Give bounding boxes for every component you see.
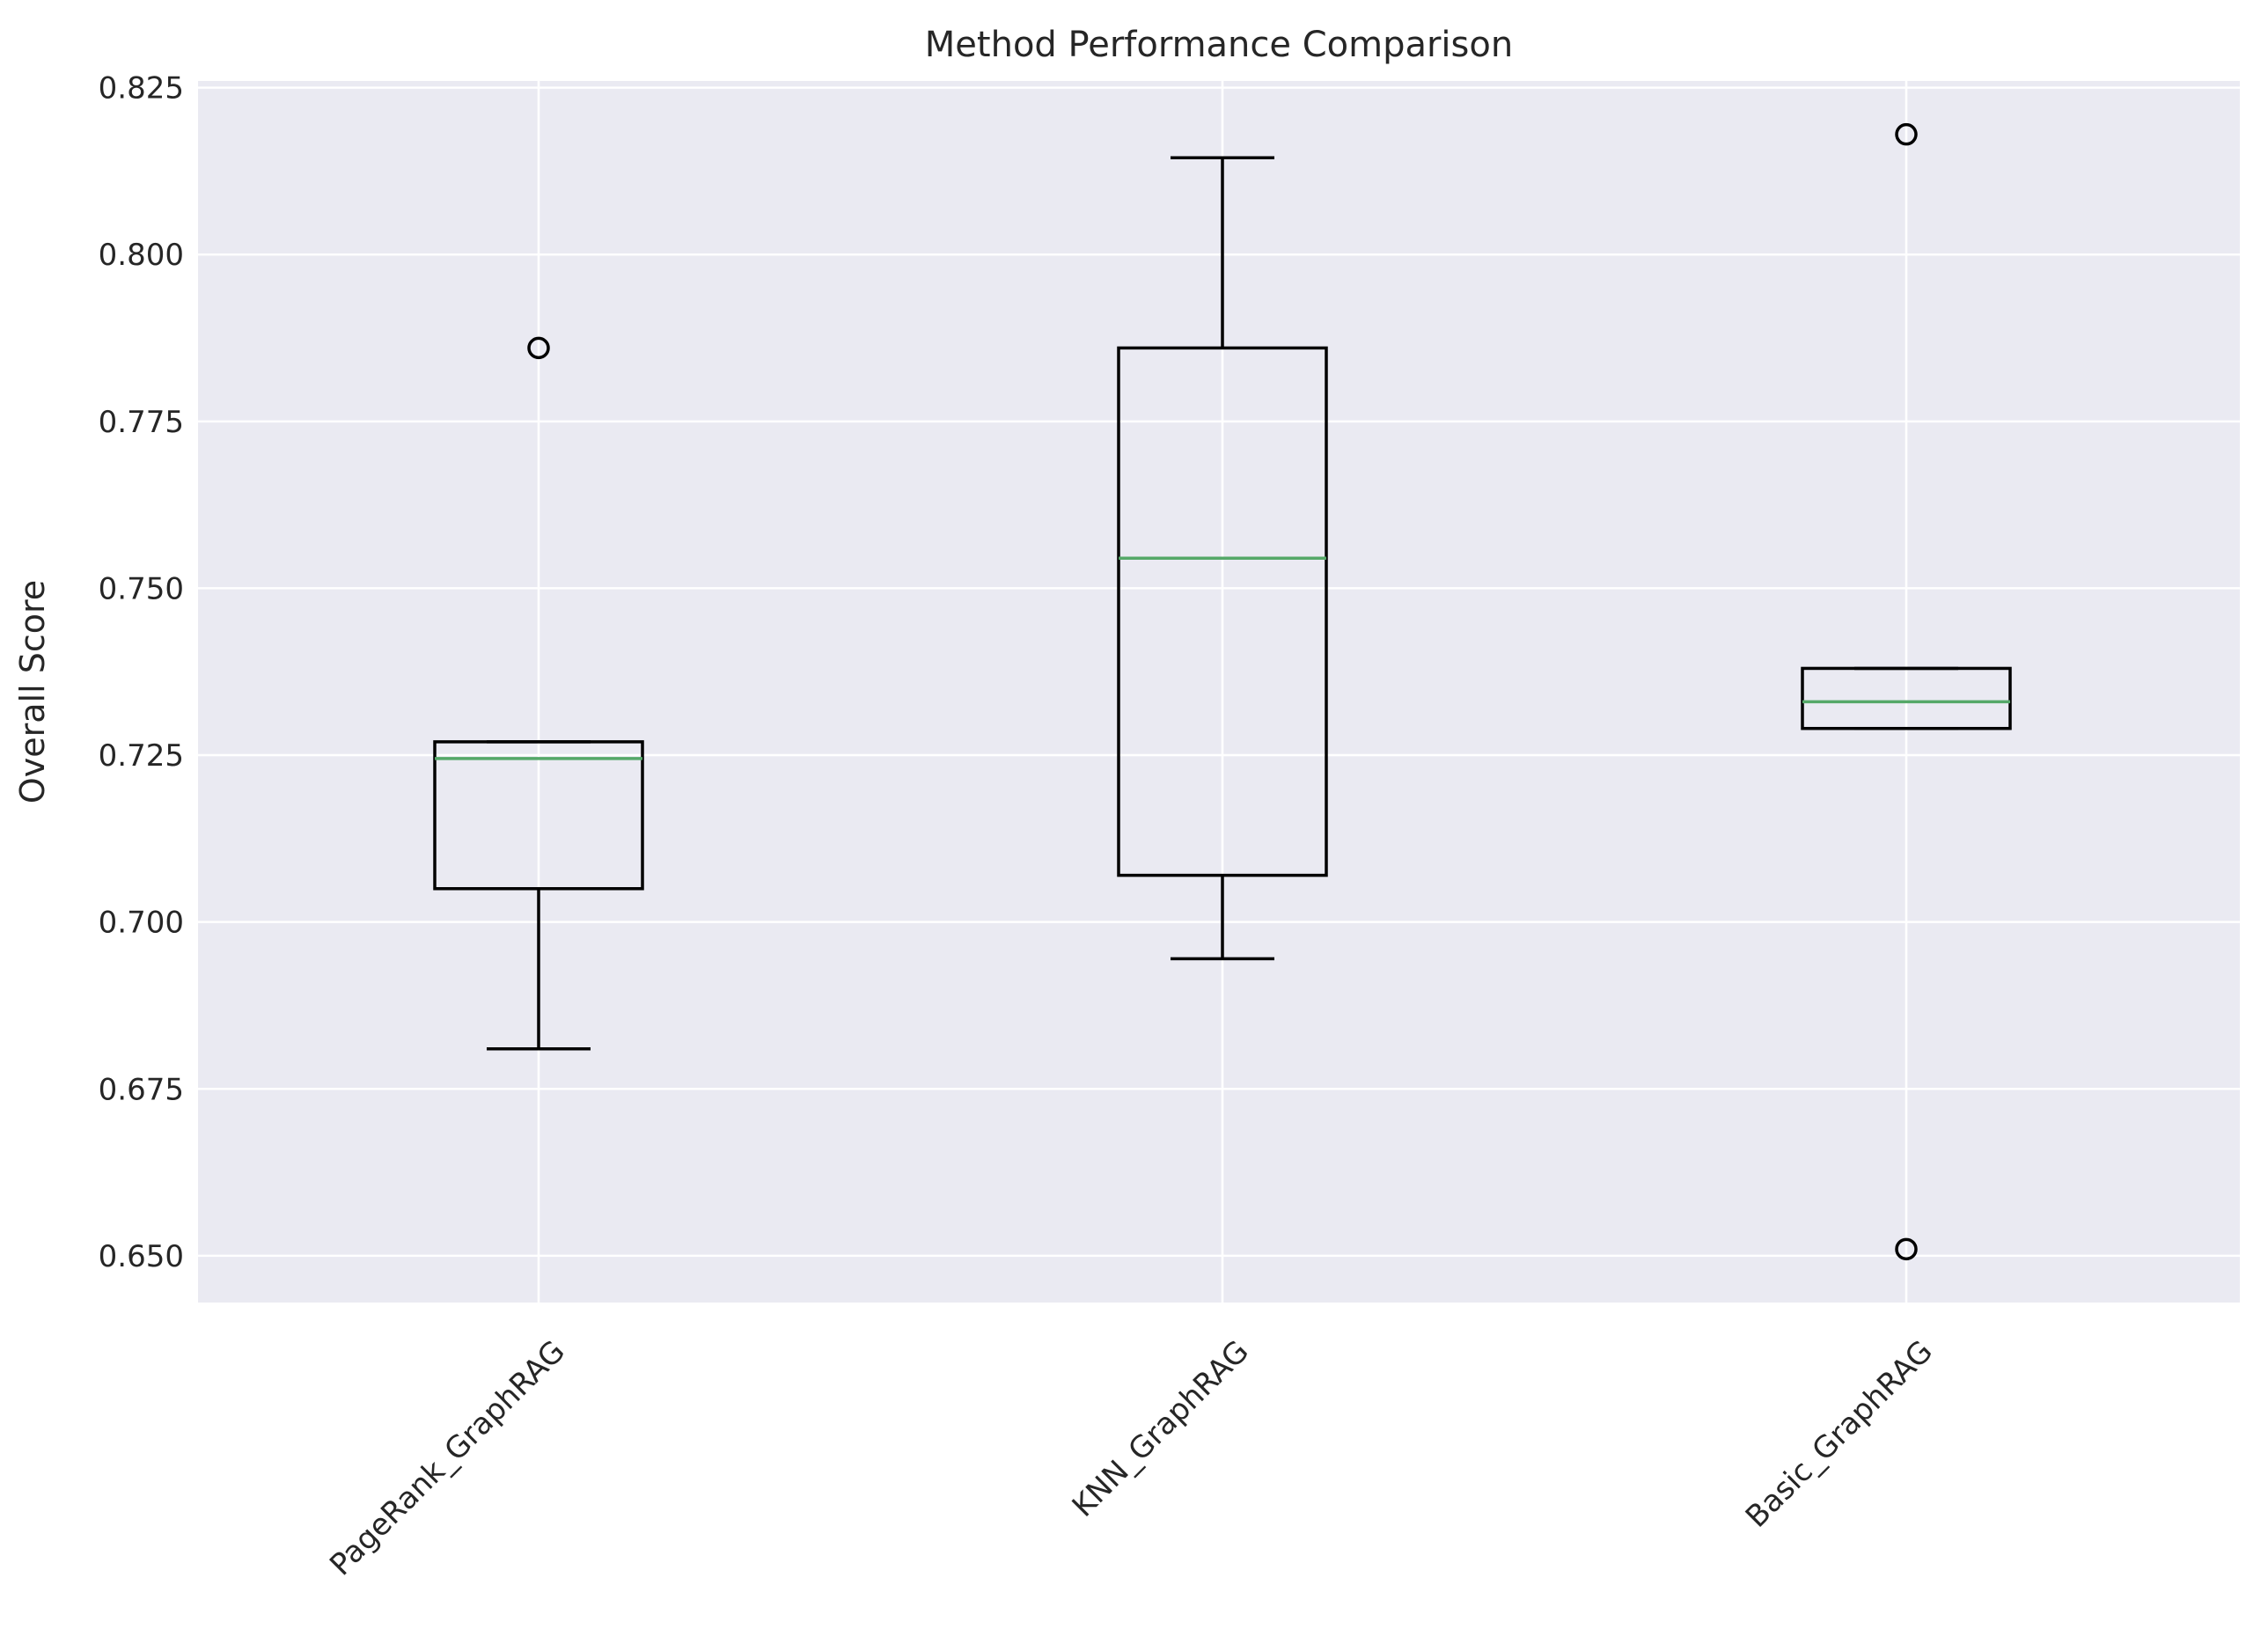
- box-PageRank_GraphRAG: [433, 336, 644, 1051]
- iqr-box: [1117, 346, 1328, 877]
- y-tick-label: 0.650: [99, 1239, 184, 1274]
- y-axis-label: Overall Score: [13, 580, 52, 804]
- y-tick-label: 0.725: [99, 738, 184, 774]
- y-tick-label: 0.700: [99, 906, 184, 941]
- y-tick-label: 0.825: [99, 71, 184, 106]
- outlier-point: [527, 336, 550, 360]
- box-Basic_GraphRAG: [1801, 122, 2012, 1261]
- x-tick-label: Basic_GraphRAG: [1739, 1334, 1940, 1535]
- chart-title: Method Performance Comparison: [925, 25, 1513, 65]
- boxes: [433, 122, 2012, 1261]
- outlier-point: [1895, 122, 1918, 146]
- y-axis-ticks: 0.650 0.675 0.700 0.725 0.750 0.775 0.800 0.825: [99, 71, 184, 1274]
- outlier-point: [1895, 1237, 1918, 1261]
- plot-area: [198, 81, 2240, 1303]
- x-tick-label: PageRank_GraphRAG: [323, 1334, 572, 1583]
- y-tick-label: 0.750: [99, 571, 184, 606]
- x-axis-ticks: PageRank_GraphRAG KNN_GraphRAG Basic_Graph…: [323, 1334, 1940, 1583]
- iqr-box: [433, 740, 644, 891]
- iqr-box: [1801, 666, 2012, 730]
- y-tick-label: 0.675: [99, 1072, 184, 1107]
- y-tick-label: 0.800: [99, 238, 184, 273]
- box-KNN_GraphRAG: [1117, 156, 1328, 961]
- y-tick-label: 0.775: [99, 405, 184, 440]
- x-tick-label: KNN_GraphRAG: [1066, 1334, 1256, 1524]
